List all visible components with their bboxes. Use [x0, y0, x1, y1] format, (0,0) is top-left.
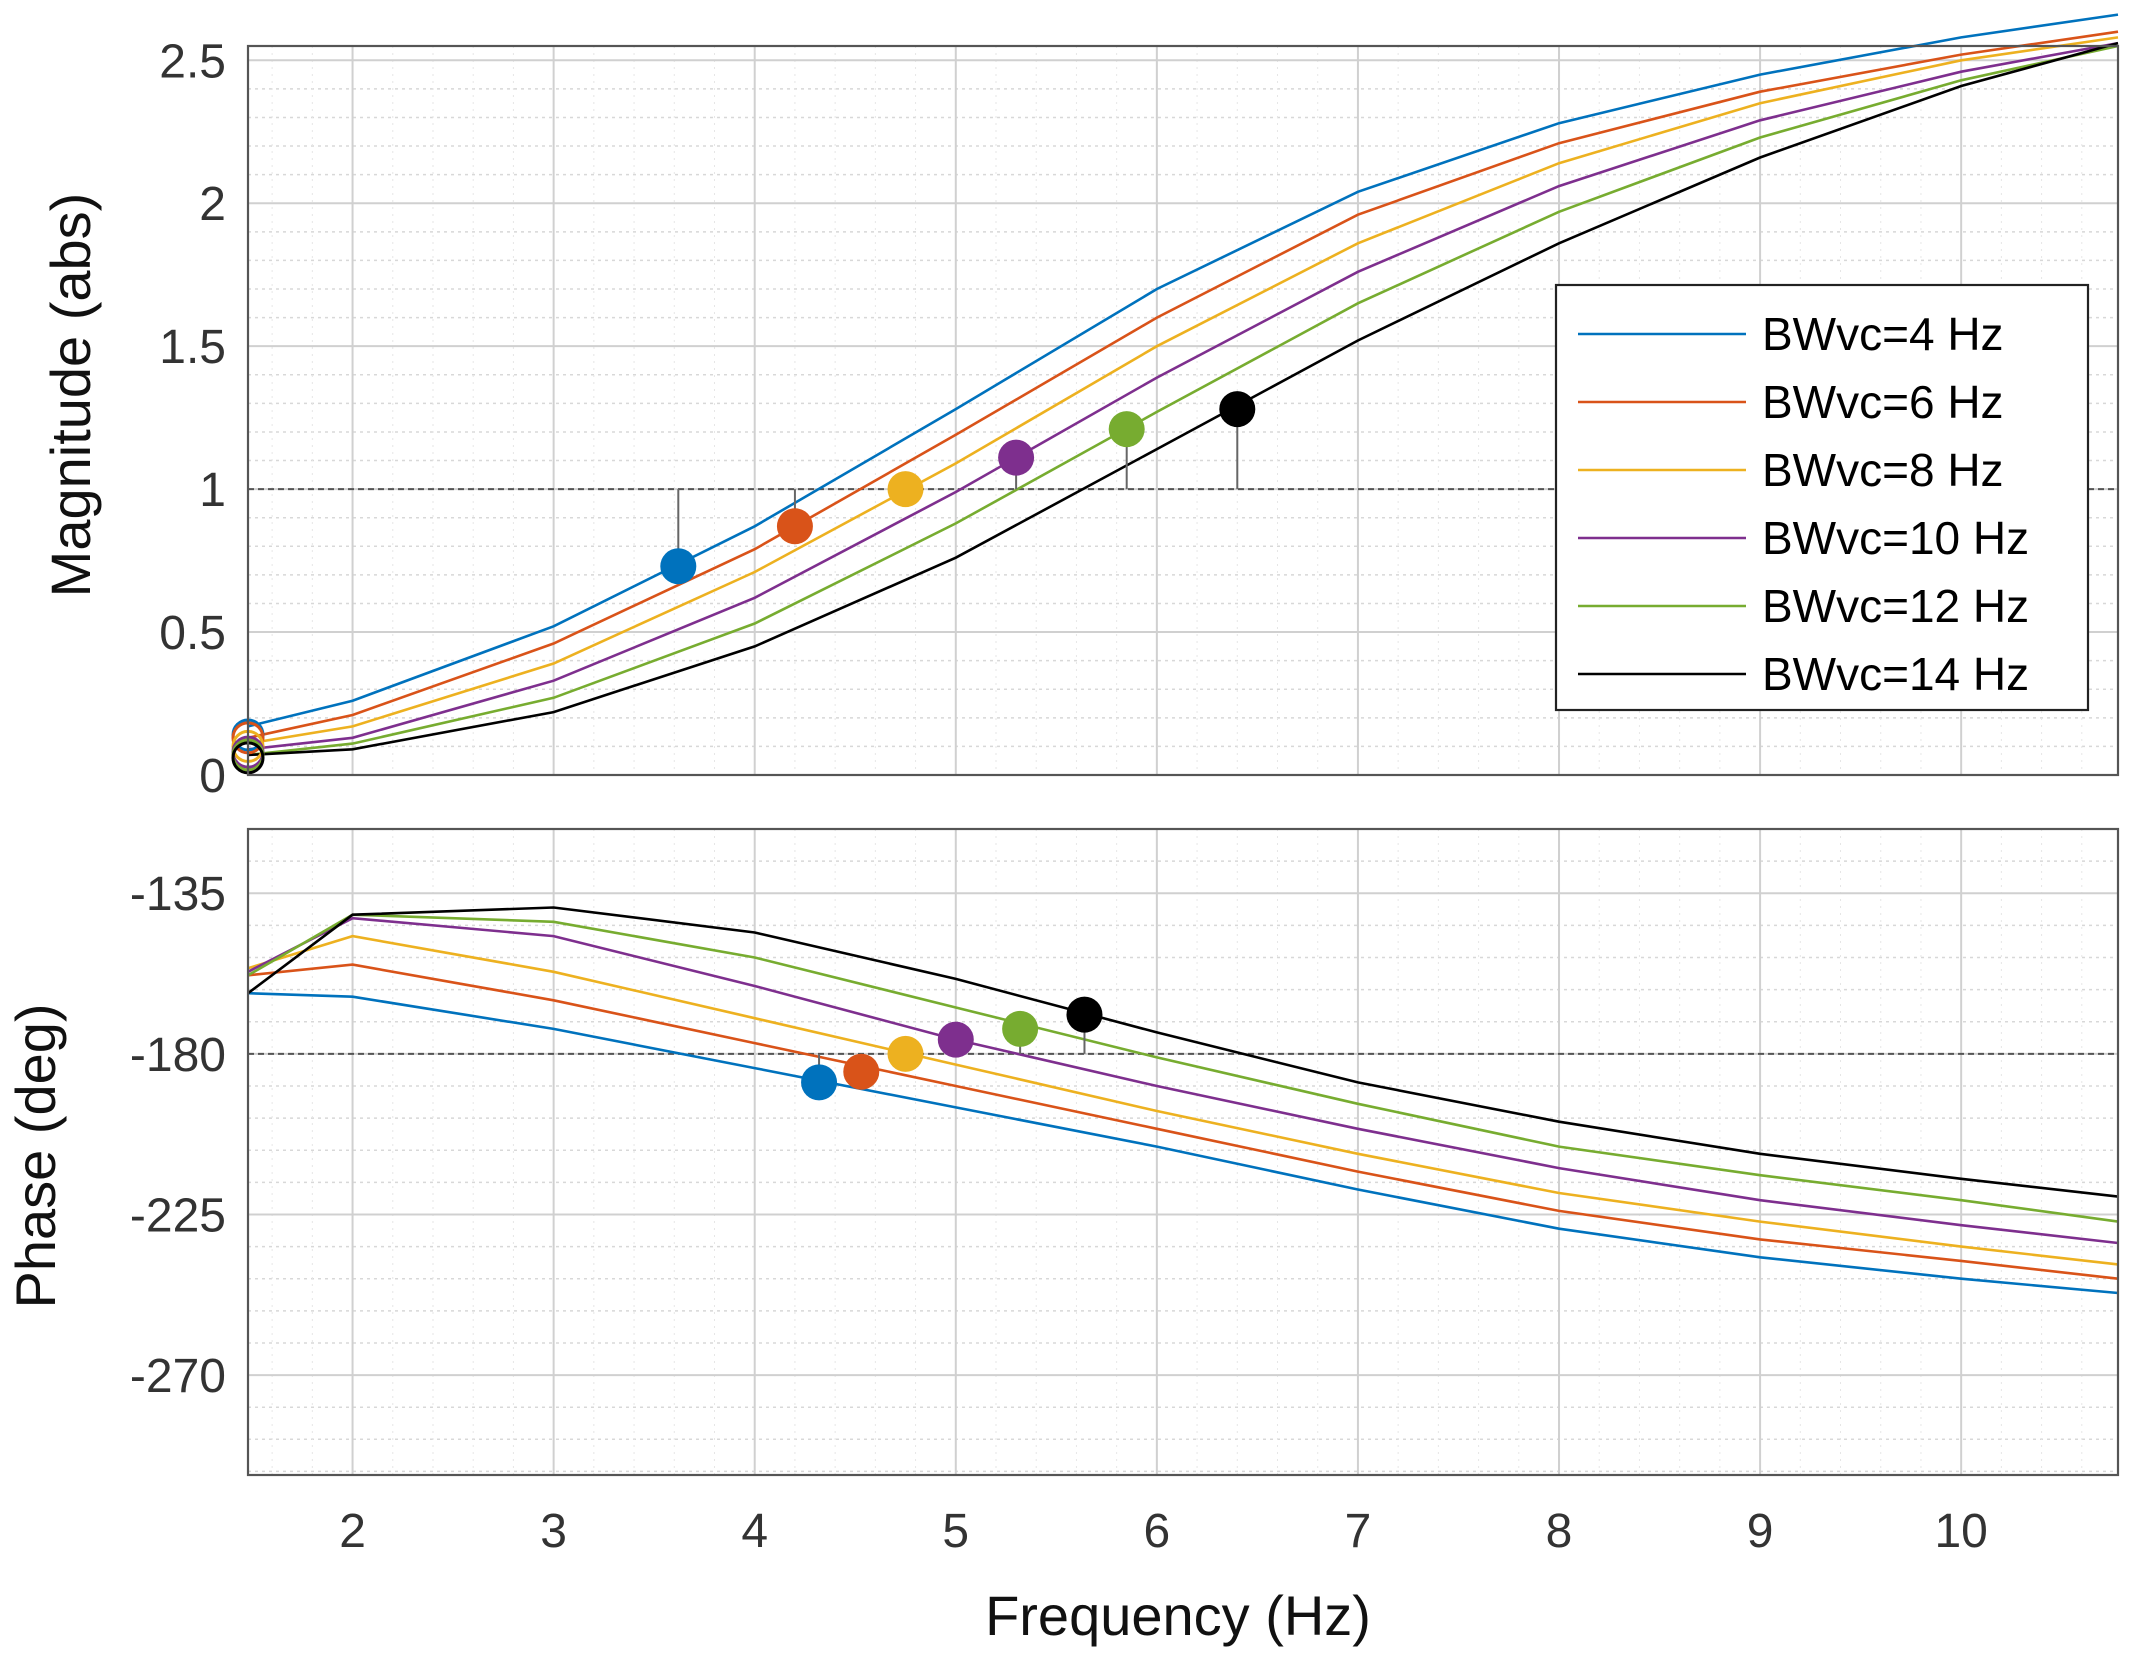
legend-entry: BWvc=4 Hz	[1762, 308, 2004, 360]
phase-series-line	[247, 913, 2119, 1223]
phase-series-line	[247, 916, 2119, 1245]
phase-xtick-label: 7	[1345, 1505, 1372, 1558]
magnitude-series-line	[247, 30, 2119, 740]
magnitude-series-line	[247, 41, 2119, 757]
phase-series-line	[247, 963, 2119, 1280]
phase-axis-title: Phase (deg)	[4, 1003, 67, 1308]
magnitude-series-marker	[1219, 391, 1256, 428]
legend-entry: BWvc=6 Hz	[1762, 376, 2004, 428]
phase-ytick-label: -270	[130, 1350, 226, 1403]
phase-series-line	[247, 934, 2119, 1266]
phase-ytick-label: -225	[130, 1189, 226, 1242]
phase-series-marker	[843, 1053, 880, 1090]
phase-series-marker	[887, 1035, 924, 1072]
phase-series-marker	[801, 1064, 838, 1101]
phase-xtick-label: 10	[1934, 1505, 1987, 1558]
phase-series-line	[247, 906, 2119, 1198]
legend-entry: BWvc=14 Hz	[1762, 648, 2029, 700]
magnitude-ytick-label: 0	[199, 750, 226, 803]
phase-xtick-label: 9	[1747, 1505, 1774, 1558]
magnitude-ytick-label: 0.5	[159, 607, 226, 660]
magnitude-ytick-label: 1.5	[159, 321, 226, 374]
magnitude-series-line	[247, 41, 2119, 751]
phase-xtick-label: 8	[1546, 1505, 1573, 1558]
phase-series-marker	[1002, 1010, 1039, 1047]
magnitude-series-line	[247, 44, 2119, 757]
legend-entry: BWvc=10 Hz	[1762, 512, 2029, 564]
frequency-axis-title: Frequency (Hz)	[985, 1584, 1371, 1647]
phase-xtick-label: 4	[741, 1505, 768, 1558]
magnitude-series-line	[247, 13, 2119, 728]
magnitude-ytick-label: 2.5	[159, 35, 226, 88]
phase-plot: -135 -180 -225 -270 2 3 4 5 6 7 8 9 10	[130, 827, 2120, 1558]
magnitude-axes-frame	[246, 44, 2120, 777]
legend-box	[1554, 283, 2090, 712]
magnitude-axis-title: Magnitude (abs)	[39, 193, 102, 598]
phase-series-line	[247, 991, 2119, 1295]
magnitude-series-marker	[660, 548, 697, 585]
magnitude-series-marker	[887, 471, 924, 508]
magnitude-series-marker	[998, 439, 1035, 476]
phase-ytick-label: -180	[130, 1029, 226, 1082]
magnitude-series-marker	[776, 508, 813, 545]
phase-series-marker	[1066, 996, 1103, 1033]
legend-entry: BWvc=12 Hz	[1762, 580, 2029, 632]
magnitude-ytick-label: 2	[199, 178, 226, 231]
legend-entry: BWvc=8 Hz	[1762, 444, 2004, 496]
legend: BWvc=4 Hz BWvc=6 Hz BWvc=8 Hz BWvc=10 Hz BWv…	[1554, 283, 2090, 712]
phase-ytick-label: -135	[130, 868, 226, 921]
phase-xtick-label: 3	[540, 1505, 567, 1558]
phase-axes-frame	[246, 827, 2120, 1477]
magnitude-series-marker	[1108, 411, 1145, 448]
phase-xtick-label: 6	[1144, 1505, 1171, 1558]
magnitude-ytick-label: 1	[199, 464, 226, 517]
phase-series-marker	[937, 1021, 974, 1058]
phase-xtick-label: 5	[942, 1505, 969, 1558]
phase-xtick-label: 2	[339, 1505, 366, 1558]
magnitude-series-line	[247, 36, 2119, 745]
